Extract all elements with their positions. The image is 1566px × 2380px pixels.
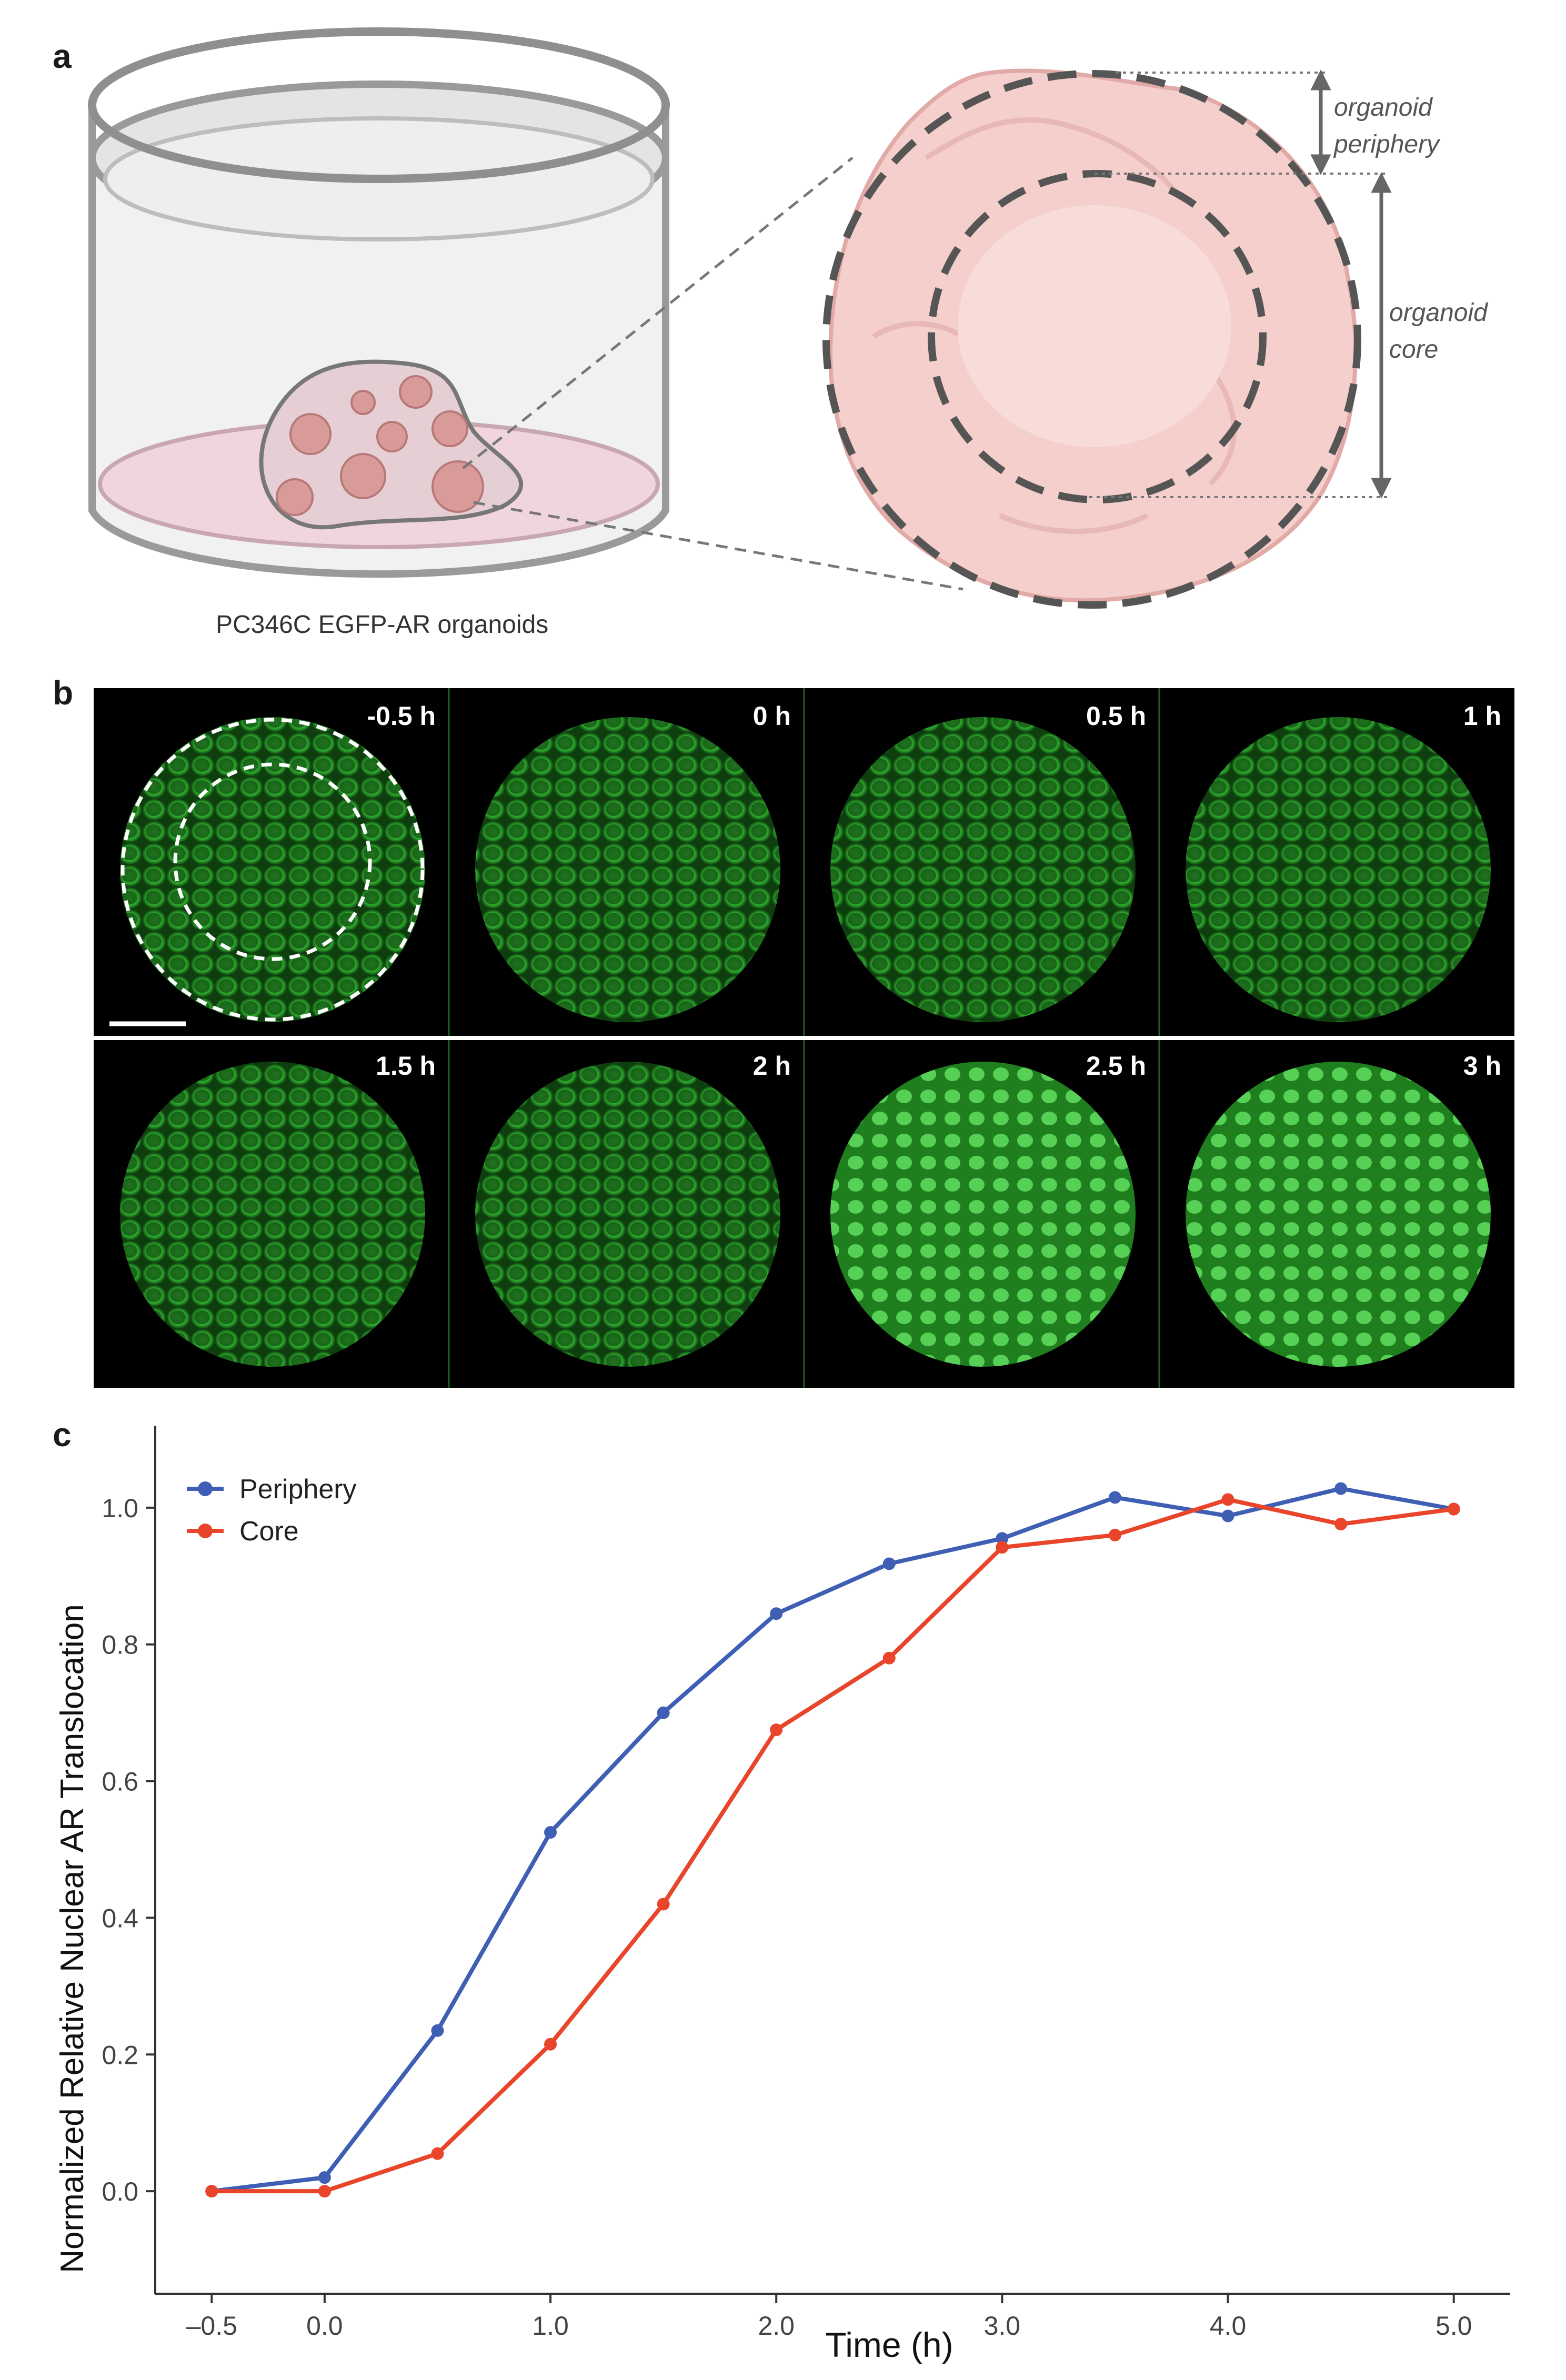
data-point-core <box>544 2038 557 2051</box>
data-point-periphery <box>1221 1509 1234 1522</box>
x-tick-label: 0.0 <box>306 2311 343 2341</box>
data-point-periphery <box>996 1532 1009 1545</box>
label-periphery-line1: organoid <box>1334 94 1433 122</box>
zoom-lines <box>462 157 963 591</box>
micrograph-row-1 <box>109 717 1491 1026</box>
time-label-3: 0.5 h <box>1086 701 1146 731</box>
series-line-core <box>212 1497 1454 2194</box>
label-periphery-line2: periphery <box>1333 130 1441 158</box>
y-tick-label: 0.8 <box>102 1630 138 1660</box>
dish-caption: PC346C EGFP-AR organoids <box>216 611 549 639</box>
data-point-core <box>770 1723 783 1737</box>
label-core-line2: core <box>1389 336 1438 364</box>
data-point-periphery <box>544 1826 557 1839</box>
data-point-periphery <box>1334 1482 1348 1495</box>
y-axis-label: Normalized Relative Nuclear AR Transloca… <box>54 1604 91 2273</box>
panel-a-illustration: organoid periphery organoid core <box>88 27 1488 609</box>
y-tick-label: 0.2 <box>102 2040 138 2070</box>
x-axis-label: Time (h) <box>825 2325 953 2364</box>
data-point-periphery <box>770 1607 783 1620</box>
data-point-core <box>1108 1528 1121 1541</box>
series-line-periphery <box>211 1486 1454 2194</box>
y-tick-label: 0.0 <box>102 2177 138 2206</box>
legend-label-periphery: Periphery <box>239 1474 357 1505</box>
panel-letter-a: a <box>53 37 72 75</box>
data-point-periphery <box>318 2171 331 2184</box>
data-point-core <box>431 2147 444 2160</box>
micrograph-row-2 <box>120 1062 1491 1367</box>
label-core-line1: organoid <box>1389 299 1488 327</box>
time-label-1: -0.5 h <box>367 701 436 731</box>
panel-letter-c: c <box>53 1416 72 1454</box>
data-point-core <box>1334 1518 1348 1531</box>
y-tick-label: 0.4 <box>102 1903 138 1933</box>
translocation-line-chart: 0.0 0.2 0.4 0.6 0.8 1.0 –0.5 0.0 1.0 2.0 3.0 4.0 5.0… <box>54 1426 1510 2364</box>
x-tick-label: 5.0 <box>1436 2311 1472 2341</box>
data-point-core <box>1447 1502 1460 1516</box>
data-point-periphery <box>657 1706 670 1719</box>
organoid-illustration <box>822 68 1361 609</box>
panel-letter-b: b <box>53 674 74 712</box>
measurement-guides <box>1089 72 1389 498</box>
data-point-core <box>657 1898 670 1911</box>
data-point-core <box>996 1541 1009 1554</box>
x-tick-label: 2.0 <box>758 2311 795 2341</box>
x-tick-label: 3.0 <box>984 2311 1021 2341</box>
small-organoids <box>276 375 484 516</box>
x-tick-label: 4.0 <box>1210 2311 1247 2341</box>
data-point-periphery <box>882 1557 896 1570</box>
x-tick-label: 1.0 <box>532 2311 569 2341</box>
time-label-7: 2.5 h <box>1086 1051 1146 1081</box>
data-point-periphery <box>431 2024 444 2037</box>
periphery-boundary <box>822 70 1361 609</box>
time-label-4: 1 h <box>1463 701 1501 731</box>
y-tick-label: 0.6 <box>102 1767 138 1797</box>
time-label-6: 2 h <box>753 1051 791 1081</box>
data-point-core <box>205 2185 218 2198</box>
y-tick-label: 1.0 <box>102 1494 138 1523</box>
legend-label-core: Core <box>239 1516 299 1547</box>
time-label-8: 3 h <box>1463 1051 1501 1081</box>
legend-swatch-point <box>198 1481 213 1496</box>
legend-swatch-point <box>198 1524 213 1538</box>
data-point-periphery <box>1108 1491 1121 1504</box>
x-tick-label: –0.5 <box>186 2311 237 2341</box>
measurement-arrows <box>1310 69 1392 499</box>
data-point-core <box>1221 1493 1234 1506</box>
data-point-core <box>318 2185 331 2198</box>
time-label-5: 1.5 h <box>376 1051 436 1081</box>
data-point-core <box>882 1651 896 1665</box>
time-label-2: 0 h <box>753 701 791 731</box>
panel-b-micrographs: -0.5 h 0 h 0.5 h 1 h 1.5 h 2 h 2.5 h 3 h <box>94 688 1514 1388</box>
